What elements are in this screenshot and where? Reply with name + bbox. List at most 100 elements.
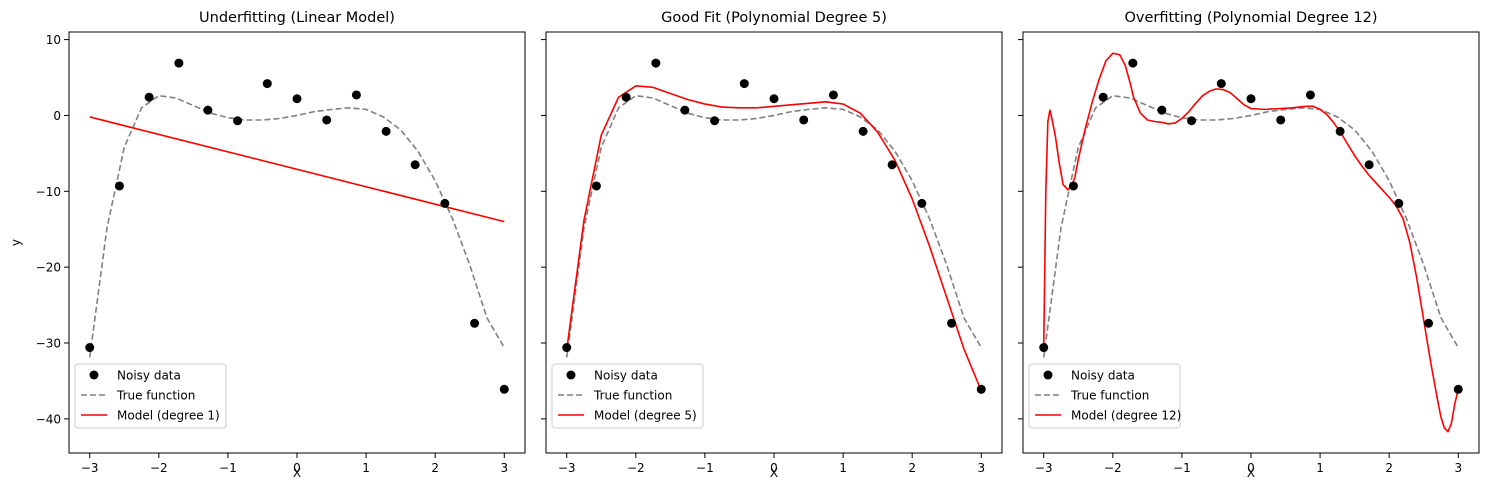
model-line	[89, 116, 505, 223]
data-point	[1364, 160, 1374, 170]
axes-frame	[1022, 31, 1480, 454]
x-tick-label: 1	[1316, 461, 1324, 475]
data-point	[680, 105, 690, 115]
data-point	[233, 116, 243, 126]
data-point	[1424, 318, 1434, 328]
data-point	[410, 160, 420, 170]
data-point	[1068, 181, 1078, 191]
y-tick-label: −10	[36, 185, 61, 199]
legend: Noisy data True function Model (degree 1)	[74, 363, 227, 429]
x-tick-label: −3	[81, 461, 99, 475]
data-point	[203, 105, 213, 115]
x-tick-label: 0	[293, 461, 301, 475]
data-point	[621, 92, 631, 102]
subplot-1: Underfitting (Linear Model)−3 −2 −1 0 1 2 3100…	[9, 10, 526, 480]
plot-area	[85, 58, 509, 394]
x-axis-label: X	[1247, 466, 1255, 480]
y-tick-label: −30	[36, 337, 61, 351]
true-function-line	[88, 94, 505, 358]
x-tick-label: −3	[558, 461, 576, 475]
x-tick-label: 3	[1454, 461, 1462, 475]
legend-label: True function	[1070, 389, 1149, 403]
x-tick-label: 3	[977, 461, 985, 475]
data-point	[85, 343, 95, 353]
x-tick-label: −1	[696, 461, 714, 475]
data-point	[262, 79, 272, 89]
x-tick-label: −1	[219, 461, 237, 475]
axes-frame	[545, 31, 1003, 454]
subplot-3: Overfitting (Polynomial Degree 12) −3 −2 −1…	[1018, 10, 1480, 480]
legend-label: Noisy data	[117, 369, 181, 383]
plot-area	[1039, 52, 1463, 433]
legend-box	[551, 363, 704, 429]
y-axis-label: y	[9, 239, 23, 246]
data-point	[499, 384, 509, 394]
model-line	[1042, 52, 1460, 433]
data-point	[1216, 79, 1226, 89]
data-point	[1453, 384, 1463, 394]
data-point	[1098, 92, 1108, 102]
legend-label: Model (degree 1)	[117, 409, 220, 423]
legend-label: True function	[593, 389, 672, 403]
x-tick-label: −2	[627, 461, 645, 475]
data-point	[887, 160, 897, 170]
data-point	[710, 116, 720, 126]
data-point	[470, 318, 480, 328]
data-point	[292, 94, 302, 104]
legend-label: Noisy data	[1071, 369, 1135, 383]
x-tick-label: 2	[1385, 461, 1393, 475]
axes-frame	[68, 31, 526, 454]
true-function-line	[565, 94, 982, 358]
x-tick-label: −1	[1173, 461, 1191, 475]
x-axis-label: X	[293, 466, 301, 480]
data-point	[828, 90, 838, 100]
data-point	[1246, 94, 1256, 104]
legend-marker-scatter	[1043, 370, 1053, 380]
y-tick-label: −40	[36, 412, 61, 426]
data-point	[144, 92, 154, 102]
data-point	[1335, 126, 1345, 136]
x-tick-label: 0	[1247, 461, 1255, 475]
model-line	[565, 85, 983, 392]
y-tick-label: 10	[46, 33, 61, 47]
data-point	[351, 90, 361, 100]
data-point	[1305, 90, 1315, 100]
data-point	[947, 318, 957, 328]
subplot-2: Good Fit (Polynomial Degree 5) −3 −2 −1 0 1 2 3…	[541, 10, 1003, 480]
data-point	[1187, 116, 1197, 126]
x-tick-label: −2	[1104, 461, 1122, 475]
x-tick-label: 2	[908, 461, 916, 475]
data-point	[976, 384, 986, 394]
subplot-title: Good Fit (Polynomial Degree 5)	[661, 10, 887, 26]
legend-box	[74, 363, 227, 429]
x-tick-label: −3	[1035, 461, 1053, 475]
data-point	[1039, 343, 1049, 353]
subplot-title: Underfitting (Linear Model)	[199, 10, 395, 26]
data-point	[799, 115, 809, 125]
legend: Noisy data True function Model (degree 12)	[1028, 363, 1181, 429]
y-tick-label: 0	[53, 109, 61, 123]
data-point	[322, 115, 332, 125]
plot-area	[562, 58, 986, 394]
data-point	[114, 181, 124, 191]
legend-label: True function	[116, 389, 195, 403]
data-point	[917, 198, 927, 208]
data-point	[1157, 105, 1167, 115]
data-point	[769, 94, 779, 104]
x-tick-label: 2	[431, 461, 439, 475]
x-tick-label: 3	[500, 461, 508, 475]
x-axis-label: X	[770, 466, 778, 480]
legend-label: Noisy data	[594, 369, 658, 383]
legend-label: Model (degree 12)	[1071, 409, 1181, 423]
legend-marker-scatter	[566, 370, 576, 380]
data-point	[440, 198, 450, 208]
data-point	[562, 343, 572, 353]
y-tick-label: −20	[36, 261, 61, 275]
data-point	[858, 126, 868, 136]
legend-box	[1028, 363, 1181, 429]
data-point	[651, 58, 661, 68]
legend-label: Model (degree 5)	[594, 409, 697, 423]
legend: Noisy data True function Model (degree 5)	[551, 363, 704, 429]
true-function-line	[1042, 94, 1459, 358]
